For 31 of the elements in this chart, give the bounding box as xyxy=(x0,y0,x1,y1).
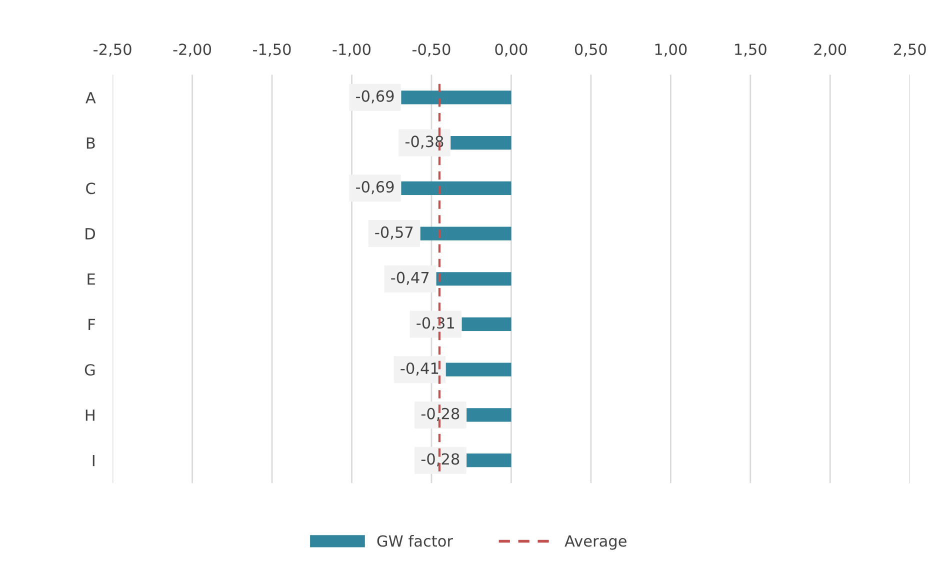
data-label: -0,38 xyxy=(405,136,444,149)
y-tick-label: I xyxy=(92,454,94,466)
legend-label: GW factor xyxy=(377,534,453,547)
y-tick-label: D xyxy=(86,228,95,240)
y-tick-label: B xyxy=(86,137,95,149)
x-tick-label: 0,50 xyxy=(574,44,607,57)
data-label: -0,41 xyxy=(400,362,438,376)
data-label: -0,57 xyxy=(375,226,413,240)
x-tick-label: -0,50 xyxy=(412,44,450,57)
data-label: -0,28 xyxy=(421,408,460,421)
x-tick-label: -1,50 xyxy=(253,44,291,57)
y-tick-label: E xyxy=(88,274,95,285)
data-label: -0,69 xyxy=(356,90,394,104)
data-label: -0,31 xyxy=(416,317,454,330)
y-tick-label: F xyxy=(88,318,96,330)
y-tick-label: H xyxy=(86,410,94,421)
x-tick-label: 0,00 xyxy=(495,44,528,57)
y-tick-label: G xyxy=(84,364,95,376)
x-tick-label: -1,00 xyxy=(332,44,370,57)
x-tick-label: 1,00 xyxy=(655,44,687,57)
data-label: -0,28 xyxy=(421,453,460,466)
x-tick-label: -2,00 xyxy=(173,44,212,57)
x-tick-label: 2,50 xyxy=(894,44,926,57)
x-tick-label: -2,50 xyxy=(94,44,132,57)
x-tick-label: 1,50 xyxy=(735,44,766,57)
y-tick-label: C xyxy=(86,182,96,194)
y-tick-label: A xyxy=(86,92,96,104)
legend-label: Average xyxy=(564,535,626,550)
data-label: -0,47 xyxy=(391,272,429,285)
data-label: -0,69 xyxy=(356,181,394,194)
x-tick-label: 2,00 xyxy=(814,44,846,57)
